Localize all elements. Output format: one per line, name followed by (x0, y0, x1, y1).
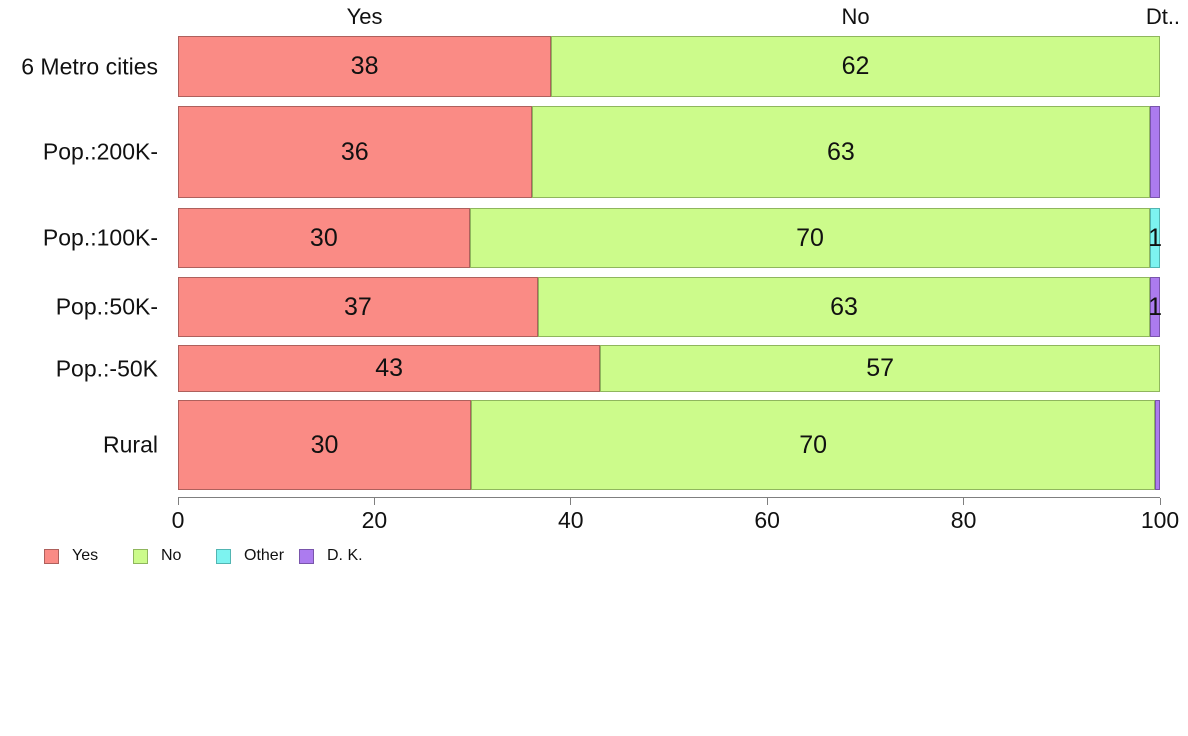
top-label-yes: Yes (346, 4, 383, 29)
bar-segment-no[interactable]: 62 (551, 36, 1160, 97)
bar-value-label: 37 (343, 292, 372, 321)
bar-row-6-metro-cities: 38 62 (178, 36, 1160, 97)
x-tick-label-60: 60 (754, 507, 780, 533)
bar-segment-d-k[interactable] (1150, 106, 1160, 198)
category-axis: 6 Metro cities Pop.:200K- Pop.:100K- Pop.:5… (0, 0, 168, 497)
bar-segment-no[interactable]: 63 (531, 106, 1151, 198)
bar-value-label: 62 (841, 52, 870, 80)
bar-value-label: 30 (310, 430, 339, 459)
bar-row-rural: 30 70 (178, 400, 1160, 490)
bar-row-pop-50k: 37 63 1 (178, 277, 1163, 337)
bar-segment-no[interactable]: 63 (537, 277, 1151, 337)
legend-label: No (161, 547, 182, 564)
legend-swatch-no (133, 548, 148, 564)
x-tick-20 (373, 498, 375, 505)
legend-item-d-k[interactable]: D. K. (299, 546, 363, 566)
x-tick-label-80: 80 (950, 507, 977, 533)
category-label-rural: Rural (103, 431, 158, 458)
top-label-no: No (841, 4, 870, 29)
bar-value-label: 63 (826, 137, 855, 166)
bar-value-label: 36 (340, 137, 369, 166)
category-label-pop-50k: Pop.:50K- (55, 293, 158, 320)
bar-segment-no[interactable]: 70 (469, 208, 1151, 268)
legend-swatch-other (216, 548, 231, 564)
x-tick-0 (177, 498, 179, 505)
legend-item-no[interactable]: No (133, 546, 181, 566)
bar-segment-yes[interactable]: 30 (178, 208, 470, 268)
legend-swatch-yes (44, 548, 59, 564)
bar-value-label: 38 (350, 52, 379, 80)
x-axis: 0 20 40 60 80 100 (172, 497, 1179, 537)
category-label-6-metro-cities: 6 Metro cities (21, 53, 158, 79)
top-label-dt: Dt.. (1145, 4, 1181, 29)
x-tick-40 (570, 498, 572, 505)
x-tick-label-100: 100 (1140, 507, 1180, 533)
bar-value-label: 70 (799, 430, 828, 459)
x-tick-label-0: 0 (171, 507, 185, 533)
plot-area: 38 62 36 63 30 70 1 37 63 1 43 57 30 70 (178, 0, 1163, 497)
x-tick-100 (1159, 498, 1161, 505)
legend-label: Other (244, 547, 285, 564)
bar-row-pop-100k: 30 70 1 (178, 208, 1163, 268)
bar-row-pop-50k: 43 57 (178, 345, 1160, 392)
bar-value-label: 1 (1148, 292, 1163, 321)
category-label-pop-100k: Pop.:100K- (42, 224, 158, 251)
bar-segment-yes[interactable]: 43 (178, 345, 601, 392)
segment-header-labels: Yes No Dt.. (178, 4, 1180, 32)
x-tick-60 (766, 498, 768, 505)
bar-value-label: 30 (309, 223, 338, 252)
legend-label: D. K. (327, 547, 363, 564)
bar-segment-d-k[interactable]: 1 (1148, 277, 1163, 337)
legend: Yes No Other D. K. (0, 546, 1188, 570)
legend-item-other[interactable]: Other (216, 546, 284, 566)
legend-label: Yes (72, 547, 99, 564)
bar-value-label: 43 (375, 354, 404, 382)
bar-segment-yes[interactable]: 37 (178, 277, 538, 337)
category-label-pop-200k: Pop.:200K- (42, 138, 158, 165)
bar-value-label: 1 (1148, 223, 1163, 252)
x-tick-label-40: 40 (558, 507, 584, 533)
bar-segment-yes[interactable]: 38 (178, 36, 552, 97)
bar-value-label: 70 (796, 223, 824, 252)
x-tick-80 (963, 498, 965, 505)
legend-item-yes[interactable]: Yes (44, 546, 98, 566)
bar-segment-other[interactable]: 1 (1148, 208, 1163, 268)
legend-swatch-d-k (299, 548, 314, 564)
bar-segment-no[interactable]: 70 (471, 400, 1156, 490)
bar-segment-d-k[interactable] (1155, 400, 1160, 490)
bar-row-pop-200k: 36 63 (178, 106, 1160, 198)
bar-segment-yes[interactable]: 36 (178, 106, 532, 198)
bar-value-label: 63 (830, 292, 858, 321)
bar-segment-no[interactable]: 57 (600, 345, 1160, 392)
category-label-pop-50k: Pop.:-50K (55, 355, 158, 381)
x-tick-label-20: 20 (361, 507, 388, 533)
bar-value-label: 57 (866, 354, 895, 382)
bar-segment-yes[interactable]: 30 (178, 400, 472, 490)
